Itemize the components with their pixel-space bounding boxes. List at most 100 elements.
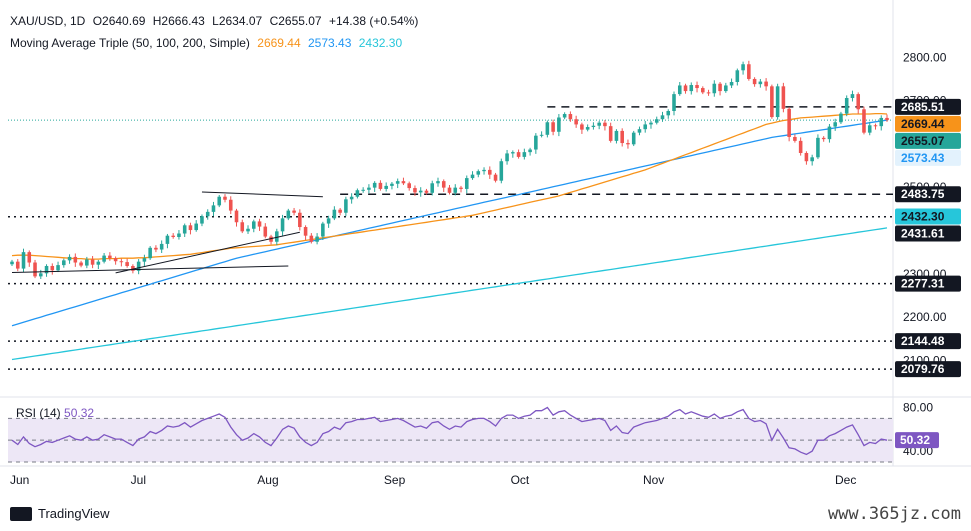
candle-body: [591, 125, 596, 128]
candle-body: [298, 212, 302, 228]
candle-body: [148, 247, 152, 259]
candle-4: [33, 259, 37, 279]
candle-body: [321, 223, 325, 237]
candle-body: [401, 181, 406, 184]
candle-28: [171, 233, 175, 239]
candle-64: [378, 180, 383, 191]
candle-body: [211, 205, 216, 212]
candle-body: [539, 134, 544, 136]
candle-body: [747, 64, 751, 79]
candle-body: [850, 94, 855, 99]
candle-133: [775, 83, 780, 120]
ma-legend-label: Moving Average Triple (50, 100, 200, Sim…: [10, 36, 250, 50]
candle-25: [154, 245, 158, 253]
candle-45: [269, 234, 273, 245]
candle-body: [499, 161, 504, 181]
candle-0: [10, 259, 14, 266]
candle-body: [200, 216, 204, 224]
candle-102: [597, 120, 601, 130]
candle-32: [194, 220, 198, 232]
candle-54: [321, 221, 325, 241]
candle-body: [574, 119, 578, 125]
candle-116: [677, 81, 682, 96]
candle-59: [349, 193, 354, 204]
price-tag-bg: [895, 149, 961, 166]
candle-63: [372, 181, 377, 192]
candle-body: [234, 210, 239, 223]
candle-137: [798, 137, 803, 156]
candle-body: [758, 81, 763, 85]
candle-body: [280, 218, 285, 232]
candle-82: [482, 167, 486, 175]
candle-95: [557, 114, 561, 137]
candle-body: [672, 94, 676, 111]
candle-body: [712, 83, 717, 94]
tradingview-text: TradingView: [38, 506, 110, 521]
candle-2: [21, 248, 26, 273]
candle-79: [464, 175, 469, 194]
candle-body: [729, 81, 734, 86]
candle-14: [90, 256, 95, 269]
candle-5: [38, 269, 43, 279]
candlesticks: [10, 60, 889, 279]
candle-body: [177, 233, 181, 237]
candle-body: [292, 210, 296, 213]
candle-41: [246, 225, 250, 234]
price-tag-7: 2277.31: [895, 275, 961, 292]
candle-72: [424, 188, 429, 195]
candle-body: [424, 190, 429, 193]
candle-body: [741, 64, 745, 71]
candle-97: [568, 111, 573, 122]
candle-104: [608, 122, 613, 143]
candle-11: [73, 253, 78, 267]
candle-body: [10, 261, 14, 265]
candle-13: [85, 256, 89, 269]
candle-33: [200, 214, 204, 227]
candle-body: [395, 181, 400, 184]
candle-24: [148, 246, 152, 260]
candle-76: [447, 185, 452, 195]
candle-140: [816, 134, 820, 160]
candle-body: [585, 127, 590, 130]
candle-43: [257, 218, 262, 231]
candle-1: [15, 259, 20, 272]
low-value: L2634.07: [212, 14, 263, 28]
candle-body: [879, 117, 884, 127]
candle-47: [280, 214, 285, 236]
price-tag-text: 2685.51: [901, 100, 945, 114]
candle-body: [326, 218, 331, 224]
candle-body: [286, 210, 291, 219]
candle-body: [119, 261, 124, 263]
price-tag-4: 2483.75: [895, 186, 961, 203]
high-value: H2666.43: [152, 14, 205, 28]
candle-body: [96, 261, 101, 265]
candle-body: [464, 178, 469, 189]
ma50-line: [11, 112, 888, 260]
price-tag-1: 2669.44: [895, 115, 961, 132]
candle-131: [764, 78, 768, 91]
candle-126: [735, 68, 740, 86]
candle-body: [844, 98, 849, 114]
candle-body: [73, 256, 78, 263]
candle-body: [430, 183, 435, 193]
candle-body: [188, 225, 193, 231]
candle-body: [182, 225, 187, 234]
change-value: +14.38 (+0.54%): [328, 14, 419, 28]
price-tag-text: 2655.07: [901, 134, 945, 148]
candle-96: [562, 112, 567, 120]
candle-body: [349, 196, 354, 200]
candle-body: [660, 115, 665, 120]
candle-body: [873, 125, 878, 127]
candle-17: [108, 252, 112, 261]
candle-105: [614, 129, 619, 144]
candle-93: [545, 120, 550, 138]
candle-135: [787, 107, 791, 142]
candle-body: [44, 265, 49, 274]
price-tag-text: 2277.31: [901, 277, 945, 291]
candle-6: [44, 264, 49, 277]
candle-body: [534, 135, 538, 150]
candle-body: [27, 252, 32, 263]
candle-body: [724, 85, 728, 92]
